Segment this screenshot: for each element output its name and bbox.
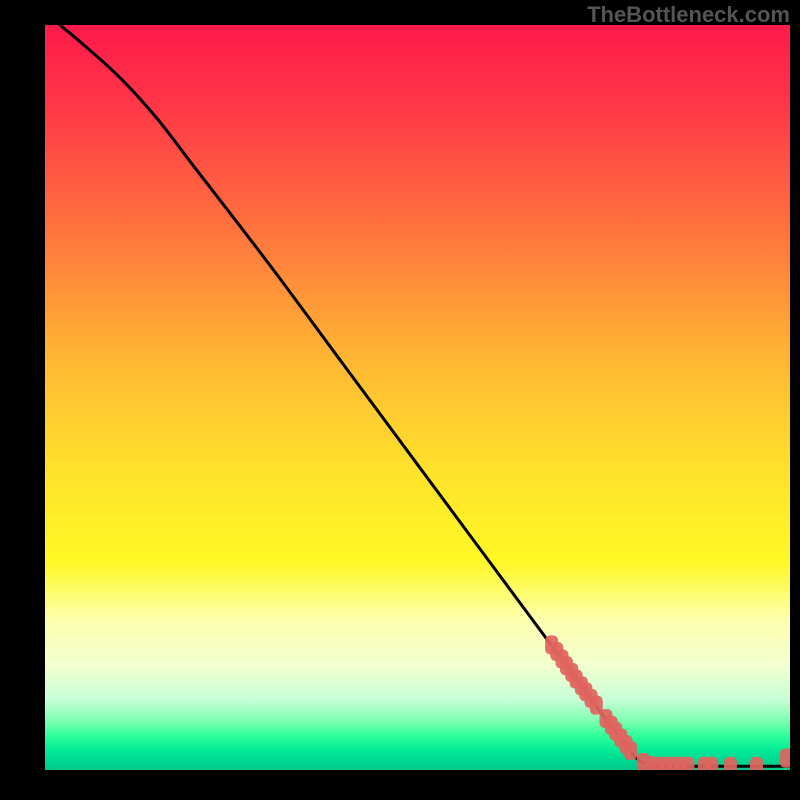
data-marker: [780, 749, 790, 768]
data-markers: [45, 25, 790, 770]
data-marker: [681, 757, 694, 770]
plot-area: [45, 25, 790, 770]
data-marker: [705, 757, 718, 770]
chart-canvas: TheBottleneck.com: [0, 0, 800, 800]
data-marker: [750, 757, 763, 770]
data-marker: [724, 757, 737, 770]
data-marker: [624, 741, 637, 760]
